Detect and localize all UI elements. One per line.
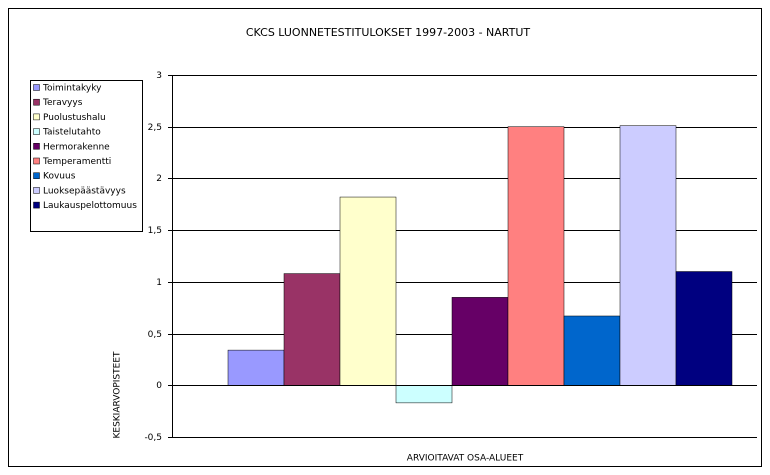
legend-swatch [33,187,40,194]
legend-label: Toimintakyky [42,84,102,94]
bar [675,271,733,386]
y-tick-label: 2,5 [148,123,162,133]
y-axis-title: KESKIARVOPISTEET [113,351,123,439]
y-tick-label: 1 [156,278,162,288]
bar [227,349,285,386]
legend-label: Temperamentti [42,157,111,167]
x-axis-title: ARVIOITAVAT OSA-ALUEET [407,454,524,464]
legend-swatch [33,201,40,209]
bar [507,126,565,386]
legend-swatch [33,128,40,135]
legend-swatch [33,143,40,150]
legend-label: Taistelutahto [42,128,101,138]
bar [283,273,341,386]
y-tick-label: 0,5 [148,330,162,340]
legend-label: Laukauspelottomuus [43,201,137,211]
y-tick-label: -0,5 [144,433,162,443]
legend-label: Hermorakenne [43,142,110,152]
legend-swatch [33,113,40,121]
bar [563,315,621,386]
legend-swatch [33,98,40,106]
bar [619,125,677,386]
bar [339,196,397,386]
legend-swatch [33,84,40,91]
y-tick-label: 1,5 [148,226,162,236]
y-tick-label: 0 [156,381,162,391]
legend-label: Kovuus [43,172,76,182]
legend-swatch [33,157,40,165]
legend [30,80,143,232]
legend-label: Teravyys [42,98,83,108]
bar [395,385,453,404]
bar [451,297,509,386]
legend-label: Luoksepäästävyys [43,186,126,196]
legend-swatch [33,172,40,179]
chart-title: CKCS LUONNETESTITULOKSET 1997-2003 - NAR… [246,26,531,39]
y-tick-label: 3 [156,71,162,81]
legend-label: Puolustushalu [43,113,106,123]
y-tick-label: 2 [156,174,162,184]
